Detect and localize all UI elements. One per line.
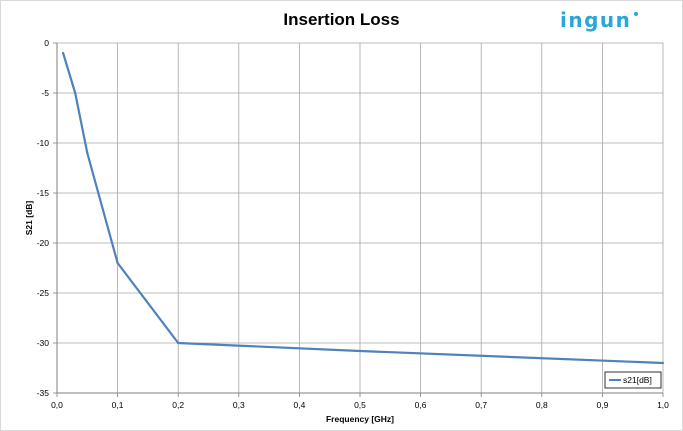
x-tick-label: 0,4 <box>293 400 305 410</box>
x-axis-title: Frequency [GHz] <box>326 414 394 424</box>
y-tick-label: -5 <box>41 88 49 98</box>
data-point <box>86 152 88 154</box>
data-point <box>177 342 179 344</box>
x-tick-label: 0,2 <box>172 400 184 410</box>
x-tick-label: 0,0 <box>51 400 63 410</box>
grid <box>57 43 663 393</box>
y-tick-label: -15 <box>37 188 50 198</box>
legend: s21[dB] <box>605 372 661 388</box>
y-tick-label: -20 <box>37 238 50 248</box>
y-tick-label: -10 <box>37 138 50 148</box>
data-point <box>62 52 64 54</box>
x-tick-label: 0,1 <box>112 400 124 410</box>
x-tick-label: 1,0 <box>657 400 669 410</box>
x-tick-label: 0,5 <box>354 400 366 410</box>
y-tick-label: -30 <box>37 338 50 348</box>
tick-labels: 0,0 0,1 0,2 0,3 0,4 0,5 0,6 0,7 0,8 0,9 1,0 0 -5 -10 -… <box>37 38 669 410</box>
y-tick-label: -25 <box>37 288 50 298</box>
series-line <box>63 53 663 363</box>
data-point <box>359 350 361 352</box>
data-point <box>117 262 119 264</box>
data-point <box>662 362 664 364</box>
y-axis-title: S21 [dB] <box>24 201 34 236</box>
legend-label: s21[dB] <box>623 375 652 385</box>
y-tick-label: -35 <box>37 388 50 398</box>
x-tick-label: 0,9 <box>596 400 608 410</box>
x-tick-label: 0,8 <box>536 400 548 410</box>
data-point <box>74 92 76 94</box>
series-layer <box>62 52 664 364</box>
axes <box>53 43 663 397</box>
y-tick-label: 0 <box>44 38 49 48</box>
x-tick-label: 0,3 <box>233 400 245 410</box>
x-tick-label: 0,7 <box>475 400 487 410</box>
x-tick-label: 0,6 <box>415 400 427 410</box>
